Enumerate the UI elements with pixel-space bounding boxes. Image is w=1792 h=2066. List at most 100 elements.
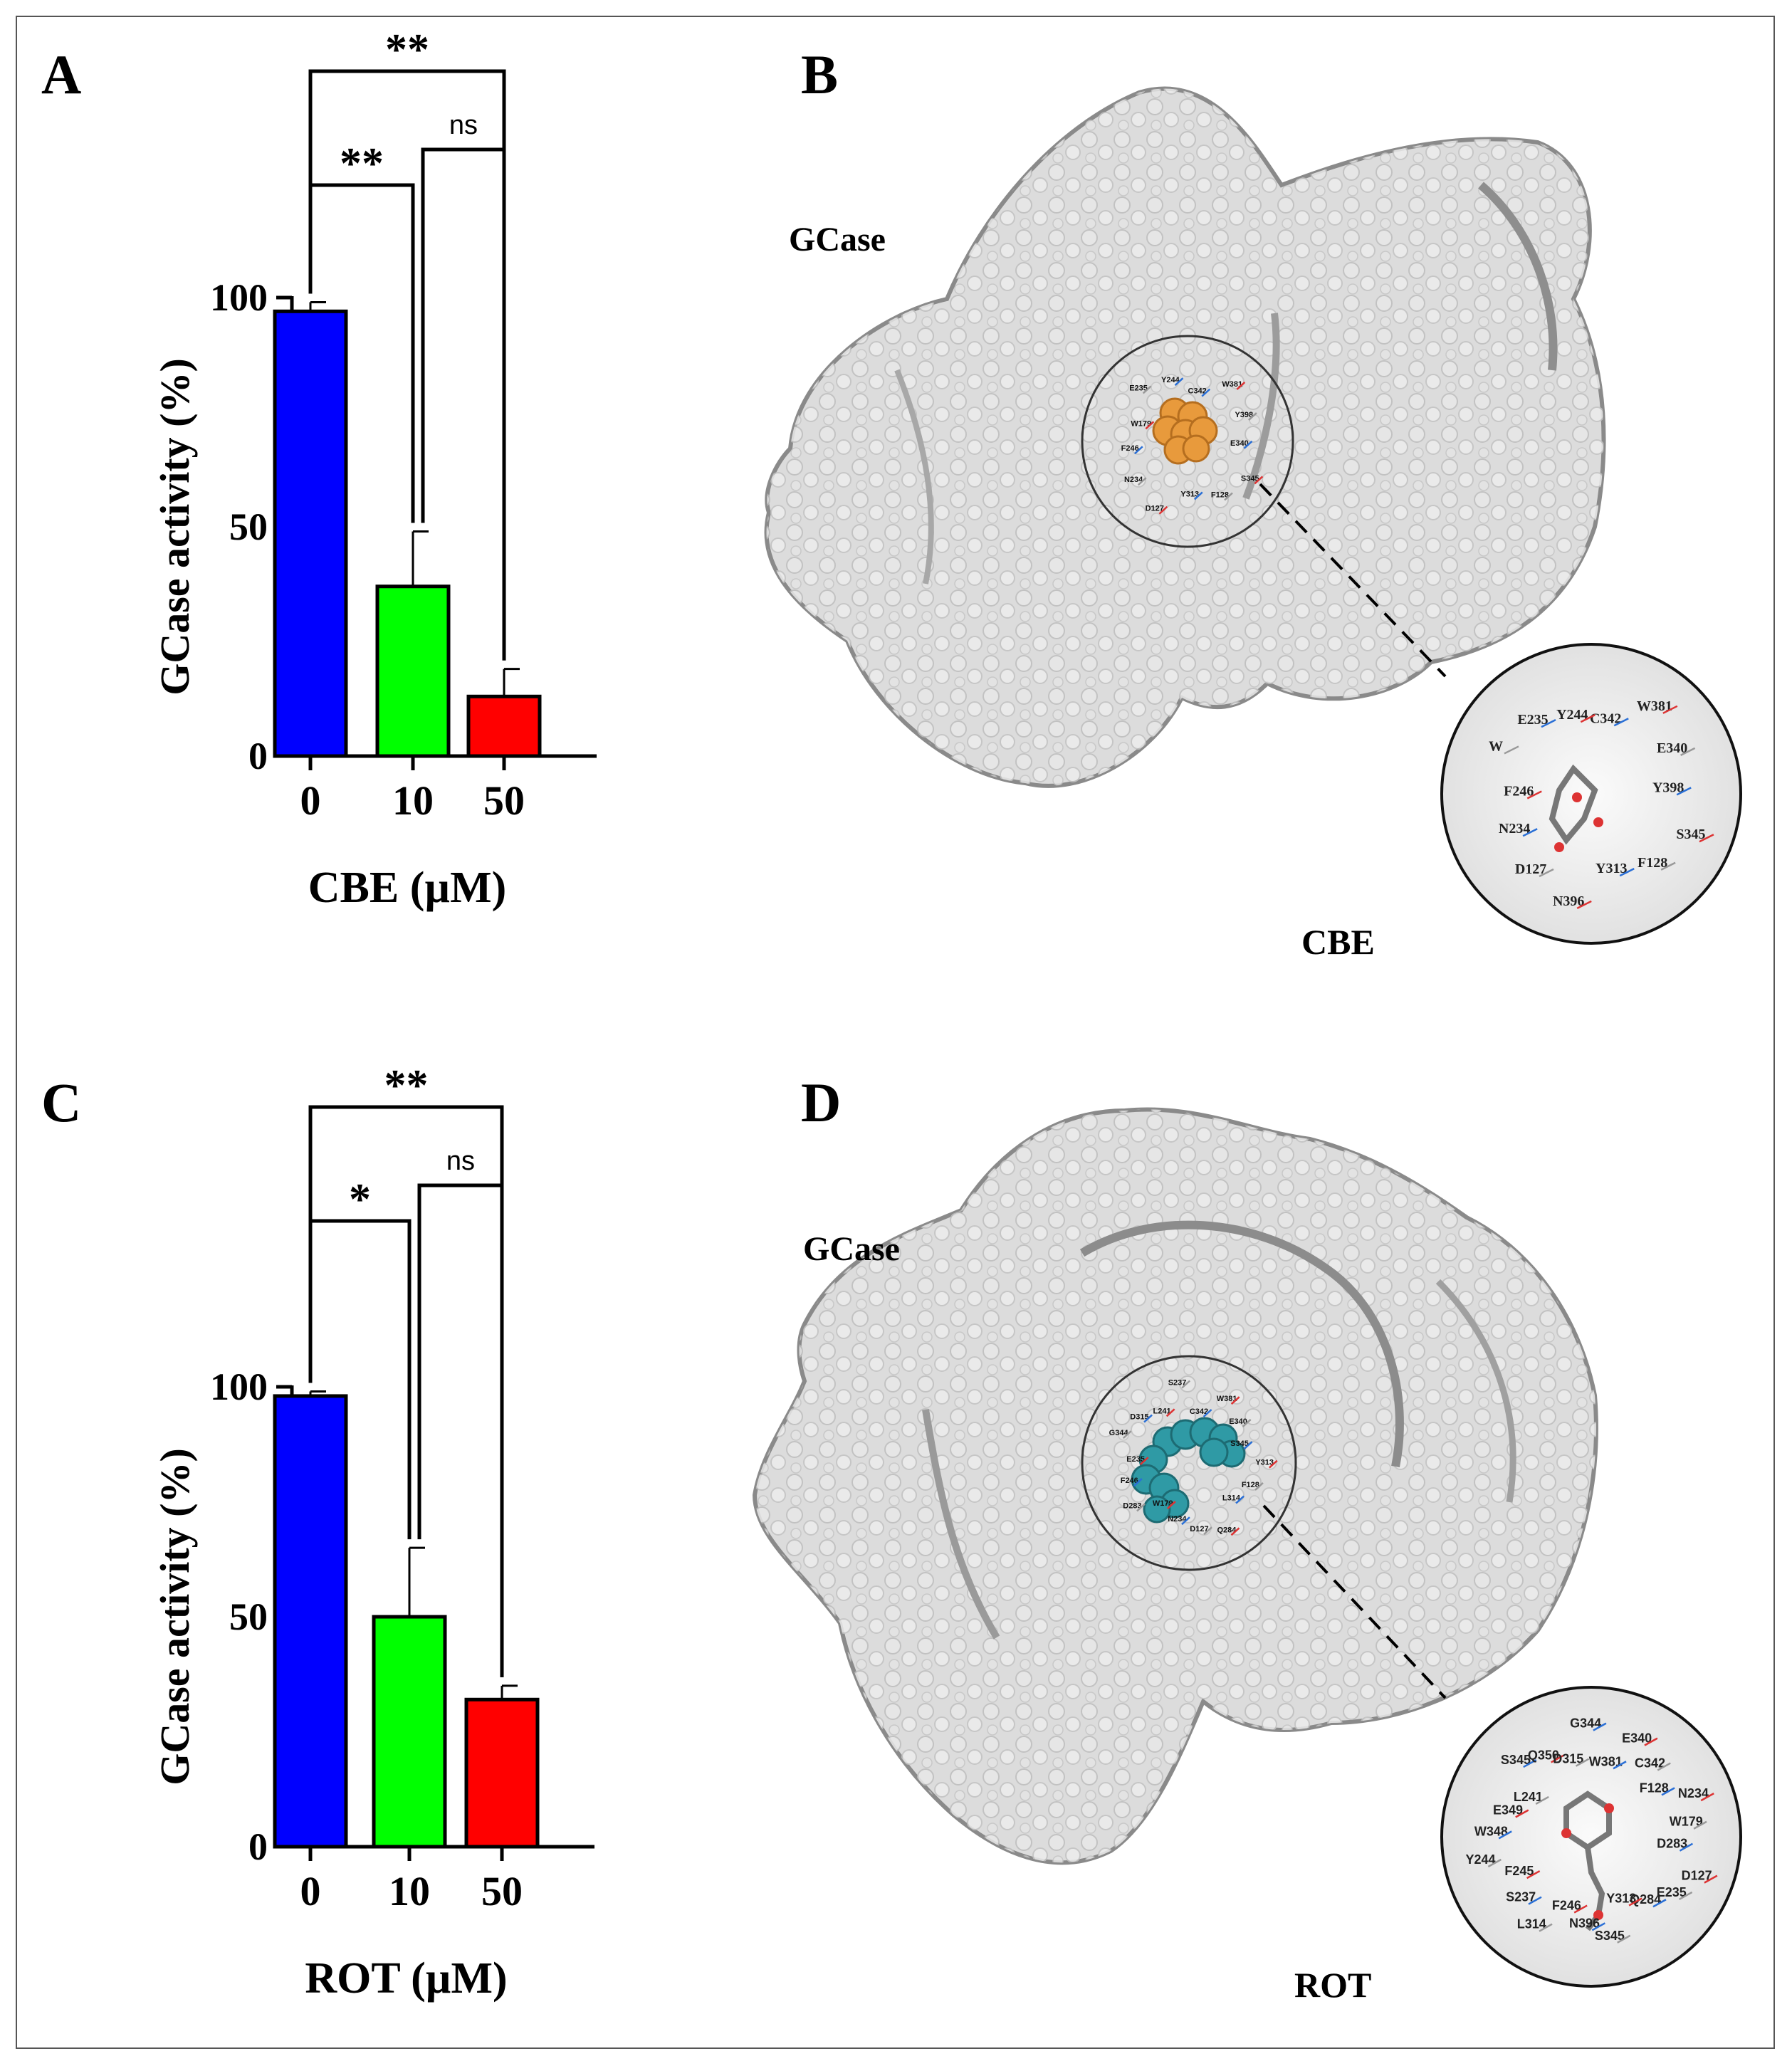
residue-stick <box>1201 388 1211 397</box>
residue-stick <box>1628 1897 1642 1907</box>
residue-label: S237 <box>1506 1890 1536 1904</box>
residue-label: E235 <box>1517 712 1548 728</box>
bar <box>464 1697 540 1849</box>
figure-frame <box>16 16 1775 2049</box>
residue-stick <box>1242 1419 1252 1427</box>
residue-label: D127 <box>1190 1525 1208 1533</box>
significance-label: * <box>349 1175 371 1224</box>
residue-label: F128 <box>1211 491 1229 499</box>
residue-stick <box>1680 747 1696 756</box>
residue-label: W381 <box>1222 380 1242 389</box>
x-tick-label: 50 <box>483 777 525 824</box>
residue-stick <box>1136 1503 1146 1512</box>
residue-stick <box>1236 382 1246 390</box>
residue-label: N234 <box>1499 821 1530 837</box>
residue-stick <box>1700 1793 1714 1802</box>
residue-stick <box>1487 1858 1502 1868</box>
residue-stick <box>1167 1501 1176 1509</box>
residue-label: S237 <box>1168 1379 1187 1388</box>
y-tick-label: 0 <box>248 735 268 777</box>
zoom-ligand-b <box>1549 764 1603 852</box>
residue-label: Y313 <box>1255 1459 1274 1467</box>
panel-label-d: D <box>801 1071 842 1133</box>
residue-label: C342 <box>1635 1756 1665 1771</box>
bar <box>273 1394 348 1849</box>
residue-stick <box>1268 1459 1278 1469</box>
residue-label: D127 <box>1146 505 1164 513</box>
ligand-rot-spheres <box>1131 1417 1246 1524</box>
residue-label: F246 <box>1552 1899 1581 1913</box>
x-tick-label: 0 <box>300 777 321 824</box>
residue-label: E340 <box>1230 439 1249 448</box>
residue-stick <box>1699 834 1714 843</box>
zoom-circle-d <box>1440 1686 1742 1988</box>
significance-bracket <box>308 69 506 661</box>
residue-stick <box>1575 1758 1590 1767</box>
panel-label-c: C <box>41 1071 82 1133</box>
bar <box>372 1615 447 1849</box>
residue-label: W381 <box>1637 698 1672 714</box>
residue-stick <box>1652 1899 1667 1908</box>
residue-label: E235 <box>1657 1885 1687 1899</box>
residue-label: N396 <box>1553 893 1584 909</box>
residue-stick <box>1224 492 1233 501</box>
residue-label: Q350 <box>1528 1748 1559 1762</box>
residue-label: F246 <box>1504 783 1534 799</box>
residue-stick <box>1230 1527 1240 1536</box>
residue-stick <box>1522 828 1538 837</box>
y-tick-label: 100 <box>210 276 268 319</box>
y-tick-label: 0 <box>248 1825 268 1868</box>
residue-label: D315 <box>1553 1752 1583 1766</box>
residue-stick <box>1174 377 1184 387</box>
residue-label: F128 <box>1640 1781 1669 1795</box>
residue-stick <box>1137 477 1147 486</box>
y-axis-label: GCase activity (%) <box>152 358 198 696</box>
residue-label: N234 <box>1124 476 1143 484</box>
binding-site-circle-b <box>1081 335 1294 548</box>
residue-stick <box>1181 1516 1190 1526</box>
residue-stick <box>1498 1830 1512 1840</box>
x-axis-label: ROT (µM) <box>305 1954 507 2003</box>
residue-stick <box>1617 1934 1631 1944</box>
residue-label: G344 <box>1570 1716 1601 1731</box>
residue-label: Y313 <box>1606 1892 1636 1906</box>
y-axis-label: GCase activity (%) <box>152 1448 198 1786</box>
y-tick-label: 100 <box>210 1365 268 1408</box>
residue-stick <box>1243 1441 1253 1450</box>
residue-label: L314 <box>1222 1494 1241 1503</box>
residue-stick <box>1133 1478 1143 1487</box>
residue-label: N396 <box>1569 1916 1600 1930</box>
residue-stick <box>1181 1380 1190 1389</box>
y-tick-label: 50 <box>229 505 268 548</box>
residue-label: F246 <box>1121 1477 1138 1485</box>
residue-label: F128 <box>1242 1481 1259 1489</box>
residue-stick <box>1203 1526 1212 1536</box>
residue-stick <box>1526 1870 1541 1879</box>
residue-stick <box>1593 1722 1607 1731</box>
residue-stick <box>1504 745 1519 755</box>
residue-label: S345 <box>1676 827 1705 842</box>
residue-label: C342 <box>1188 387 1207 396</box>
significance-bracket <box>308 1105 504 1677</box>
residue-stick <box>1591 1922 1605 1931</box>
residue-label: F246 <box>1121 444 1139 453</box>
residue-stick <box>1515 1809 1529 1818</box>
residue-label: D127 <box>1515 861 1546 877</box>
residue-label: Y313 <box>1595 861 1627 876</box>
x-axis-label: CBE (µM) <box>308 864 507 912</box>
residue-stick <box>1158 505 1168 515</box>
residue-label: Q284 <box>1217 1526 1237 1534</box>
residue-label: E235 <box>1126 1455 1145 1464</box>
residue-stick <box>1551 1754 1565 1763</box>
residue-label: W <box>1489 738 1503 754</box>
residue-label: Y244 <box>1161 376 1180 384</box>
residue-label: Y244 <box>1466 1852 1496 1867</box>
residue-stick <box>1661 1787 1675 1796</box>
residue-stick <box>1704 1874 1718 1884</box>
residue-label: N234 <box>1168 1515 1187 1524</box>
residue-stick <box>1143 1414 1153 1423</box>
residue-label: Y244 <box>1556 707 1588 723</box>
